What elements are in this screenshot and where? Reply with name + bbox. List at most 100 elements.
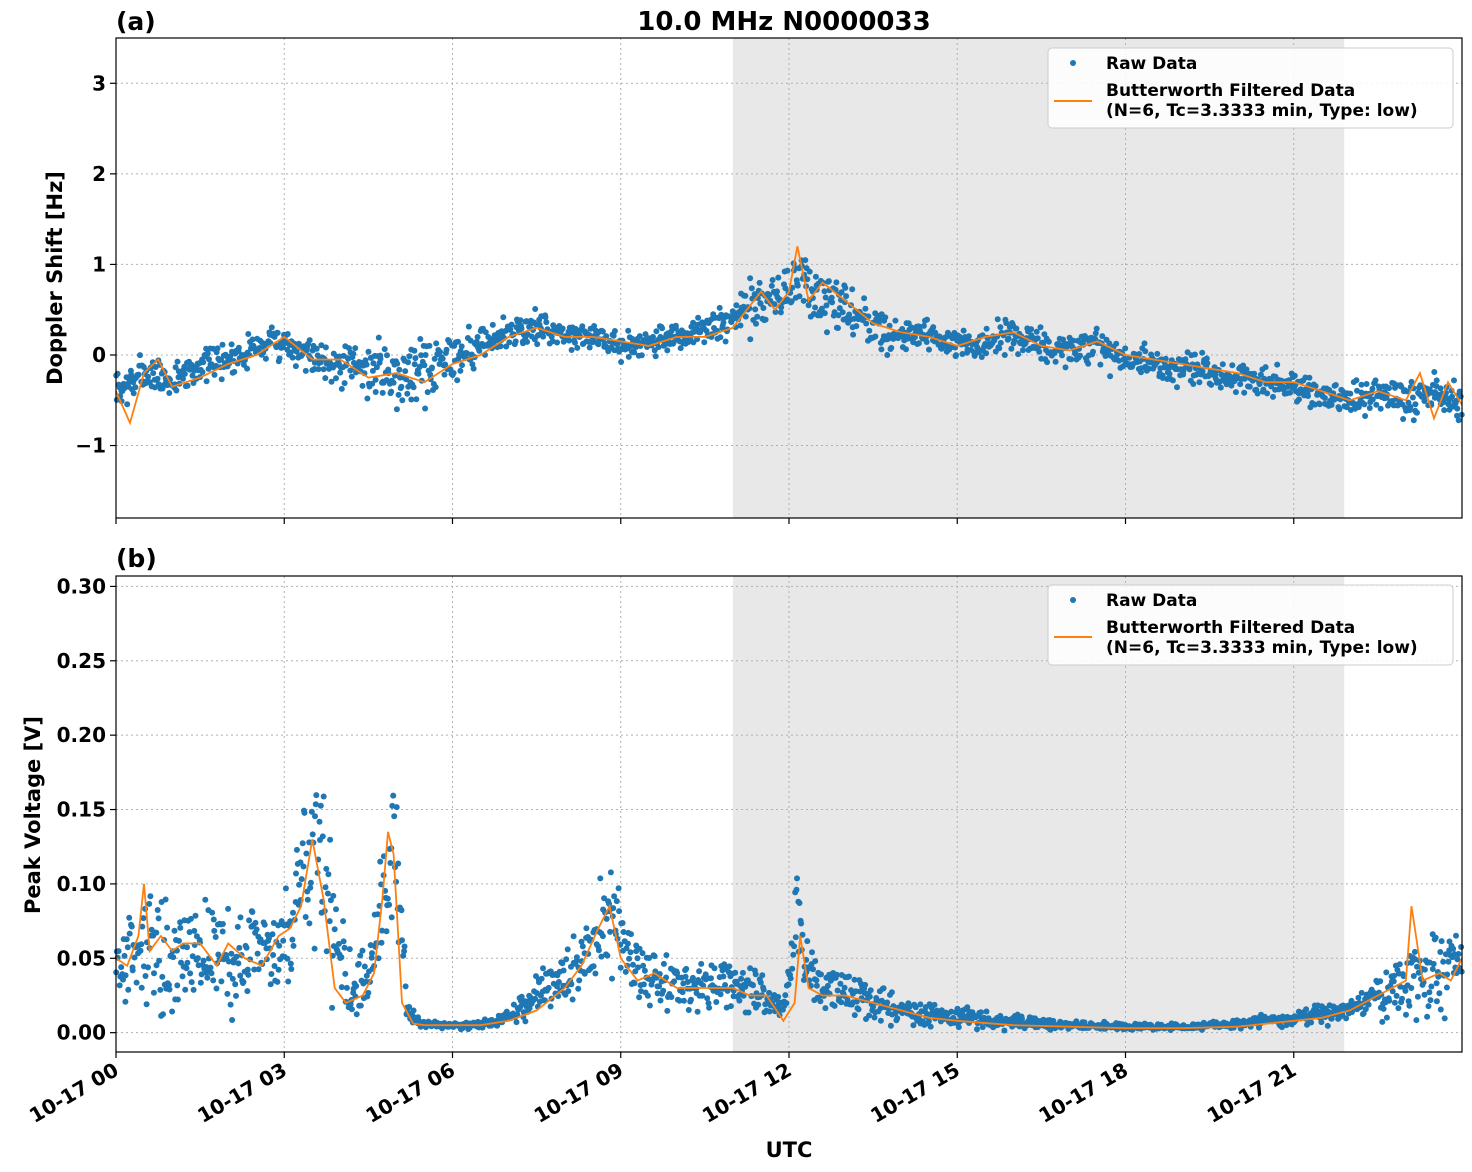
raw-data-point: [162, 896, 169, 903]
raw-data-point: [293, 846, 300, 853]
raw-data-point: [138, 984, 145, 991]
raw-data-point: [359, 382, 366, 389]
raw-data-point: [166, 981, 172, 988]
panel-b-label: (b): [116, 544, 157, 573]
raw-data-point: [1369, 396, 1376, 403]
raw-data-point: [225, 905, 232, 912]
raw-data-point: [124, 944, 131, 951]
raw-data-point: [275, 966, 282, 973]
raw-data-point: [415, 370, 422, 377]
raw-data-point: [853, 998, 860, 1005]
raw-data-point: [1085, 360, 1092, 367]
raw-data-point: [682, 973, 689, 980]
raw-data-point: [757, 979, 764, 986]
raw-data-point: [170, 954, 177, 961]
raw-data-point: [809, 949, 815, 956]
raw-data-point: [1430, 960, 1437, 967]
raw-data-point: [978, 354, 985, 360]
raw-data-point: [1217, 384, 1224, 391]
raw-data-point: [996, 345, 1003, 352]
raw-data-point: [1028, 326, 1035, 333]
raw-data-point: [837, 980, 844, 987]
raw-data-point: [1145, 365, 1152, 372]
raw-data-point: [983, 1008, 990, 1015]
raw-data-point: [365, 348, 372, 355]
raw-data-point: [654, 990, 661, 997]
raw-data-point: [254, 950, 261, 957]
raw-data-point: [388, 388, 395, 395]
raw-data-point: [296, 881, 303, 888]
raw-data-point: [706, 1004, 713, 1011]
raw-data-point: [754, 313, 761, 320]
raw-data-point: [298, 876, 305, 883]
raw-data-point: [1353, 377, 1360, 384]
raw-data-point: [508, 321, 515, 328]
raw-data-point: [1380, 1005, 1387, 1012]
raw-data-point: [660, 960, 667, 967]
raw-data-point: [160, 1011, 166, 1018]
raw-data-point: [1059, 352, 1065, 359]
raw-data-point: [793, 886, 800, 893]
raw-data-point: [1343, 1015, 1350, 1022]
raw-data-point: [925, 1018, 932, 1025]
raw-data-point: [1291, 372, 1298, 379]
raw-data-point: [615, 885, 622, 892]
raw-data-point: [1405, 998, 1412, 1005]
raw-data-point: [756, 279, 763, 286]
raw-data-point: [746, 305, 753, 312]
raw-data-point: [1077, 352, 1084, 359]
raw-data-point: [122, 998, 129, 1005]
raw-data-point: [251, 966, 258, 973]
raw-data-point: [219, 341, 226, 348]
raw-data-point: [532, 995, 539, 1002]
raw-data-point: [870, 1004, 877, 1010]
raw-data-point: [704, 995, 711, 1002]
raw-data-point: [787, 975, 794, 982]
raw-data-point: [271, 963, 278, 969]
raw-data-point: [599, 933, 606, 940]
raw-data-point: [329, 1004, 336, 1011]
raw-data-point: [268, 324, 275, 331]
raw-data-point: [796, 293, 803, 300]
raw-data-point: [664, 347, 671, 354]
raw-data-point: [1099, 333, 1106, 340]
raw-data-point: [545, 984, 552, 991]
raw-data-point: [1450, 945, 1457, 952]
raw-data-point: [997, 324, 1004, 331]
raw-data-point: [838, 289, 845, 296]
raw-data-point: [189, 372, 196, 379]
raw-data-point: [274, 978, 281, 985]
raw-data-point: [285, 978, 292, 985]
raw-data-point: [610, 905, 617, 912]
raw-data-point: [393, 406, 400, 413]
raw-data-point: [439, 355, 446, 362]
raw-data-point: [355, 960, 362, 967]
raw-data-point: [437, 349, 443, 355]
raw-data-point: [243, 944, 250, 951]
raw-data-point: [300, 863, 307, 870]
raw-data-point: [824, 329, 830, 336]
raw-data-point: [411, 361, 418, 368]
raw-data-point: [198, 971, 205, 978]
raw-data-point: [789, 965, 796, 972]
y-tick-label: −1: [75, 434, 106, 458]
raw-data-point: [548, 333, 555, 340]
x-tick-label: 10-17 12: [698, 1058, 796, 1128]
raw-data-point: [722, 982, 729, 988]
raw-data-point: [398, 383, 405, 390]
raw-data-point: [274, 329, 281, 336]
raw-data-point: [912, 1004, 919, 1011]
raw-data-point: [323, 865, 330, 872]
raw-data-point: [518, 325, 525, 332]
raw-data-point: [785, 981, 792, 988]
raw-data-point: [237, 972, 244, 979]
raw-data-point: [209, 909, 216, 916]
raw-data-point: [813, 977, 820, 984]
raw-data-point: [964, 1004, 971, 1011]
raw-data-point: [586, 344, 593, 351]
raw-data-point: [1409, 394, 1416, 401]
raw-data-point: [1229, 362, 1236, 369]
raw-data-point: [882, 314, 889, 321]
raw-data-point: [1040, 339, 1047, 346]
raw-data-point: [184, 959, 191, 966]
